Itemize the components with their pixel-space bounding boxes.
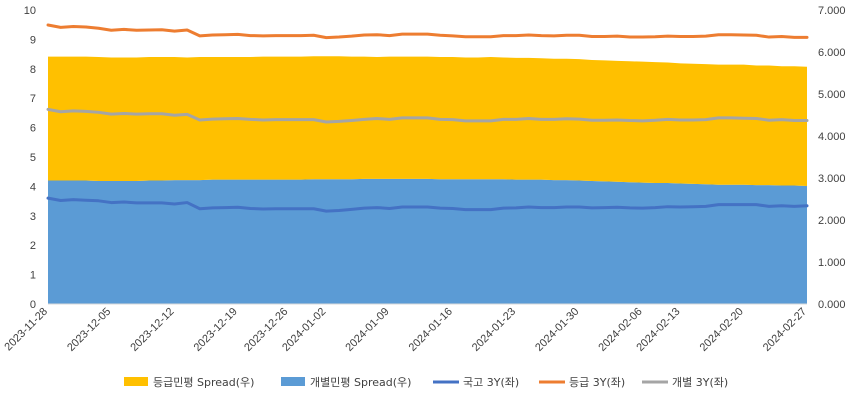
x-tick-label: 2024-02-27 (761, 306, 809, 354)
left-y-tick-label: 9 (30, 34, 36, 46)
area-series-individual-spread (48, 178, 807, 304)
individual-3y-line (46, 107, 809, 124)
grade-3y-line (46, 23, 809, 40)
legend-item-individual-spread: 개별민평 Spread(우) (281, 376, 411, 389)
area-series-grade-spread (48, 56, 807, 186)
left-y-axis: 0 1 2 3 4 5 6 7 8 9 10 (24, 5, 36, 311)
right-y-tick-label: 6.000 (818, 47, 846, 59)
x-tick-label: 2024-01-09 (343, 306, 391, 354)
legend-label: 국고 3Y(좌) (463, 376, 519, 389)
legend-swatch (124, 377, 148, 386)
legend-label: 등급민평 Spread(우) (153, 376, 254, 389)
treasury-3y-line (46, 196, 809, 213)
x-tick-label: 2023-12-05 (65, 306, 113, 354)
right-y-tick-label: 0.000 (818, 299, 846, 311)
x-tick-label: 2023-12-19 (192, 306, 240, 354)
legend-label: 개별 3Y(좌) (672, 376, 728, 389)
x-tick-label: 2023-11-28 (2, 306, 50, 354)
legend-item-grade-3y: 등급 3Y(좌) (539, 376, 625, 389)
right-y-axis: 0.000 1.000 2.000 3.000 4.000 5.000 6.000 7.000 (818, 5, 846, 311)
right-y-tick-label: 7.000 (818, 5, 846, 17)
left-y-tick-label: 6 (30, 123, 36, 135)
right-y-tick-label: 5.000 (818, 89, 846, 101)
x-tick-label: 2023-12-12 (128, 306, 176, 354)
right-y-tick-label: 2.000 (818, 215, 846, 227)
legend-item-individual-3y: 개별 3Y(좌) (642, 376, 728, 389)
line-series-group (46, 23, 809, 213)
x-tick-label: 2024-01-23 (470, 306, 518, 354)
right-y-tick-label: 1.000 (818, 257, 846, 269)
left-y-tick-label: 1 (30, 270, 36, 282)
legend-label: 등급 3Y(좌) (569, 376, 625, 389)
left-y-tick-label: 8 (30, 64, 36, 76)
legend-item-treasury-3y: 국고 3Y(좌) (433, 376, 519, 389)
area-series-group (48, 56, 807, 304)
left-y-tick-label: 3 (30, 211, 36, 223)
right-y-tick-label: 3.000 (818, 173, 846, 185)
x-tick-label: 2024-01-30 (533, 306, 581, 354)
legend-item-grade-spread: 등급민평 Spread(우) (124, 376, 254, 389)
x-axis: 2023-11-28 2023-12-05 2023-12-12 2023-12-19… (2, 306, 809, 354)
left-y-tick-label: 0 (30, 299, 36, 311)
left-y-tick-label: 5 (30, 152, 36, 164)
left-y-tick-label: 10 (24, 5, 36, 17)
x-tick-label: 2024-01-16 (407, 306, 455, 354)
left-y-tick-label: 7 (30, 93, 36, 105)
x-tick-label: 2024-02-20 (698, 306, 746, 354)
left-y-tick-label: 4 (30, 181, 36, 193)
legend-label: 개별민평 Spread(우) (310, 376, 411, 389)
left-y-tick-label: 2 (30, 240, 36, 252)
legend-swatch (281, 377, 305, 386)
right-y-tick-label: 4.000 (818, 131, 846, 143)
legend: 등급민평 Spread(우) 개별민평 Spread(우) 국고 3Y(좌) 등급 3… (124, 376, 728, 389)
